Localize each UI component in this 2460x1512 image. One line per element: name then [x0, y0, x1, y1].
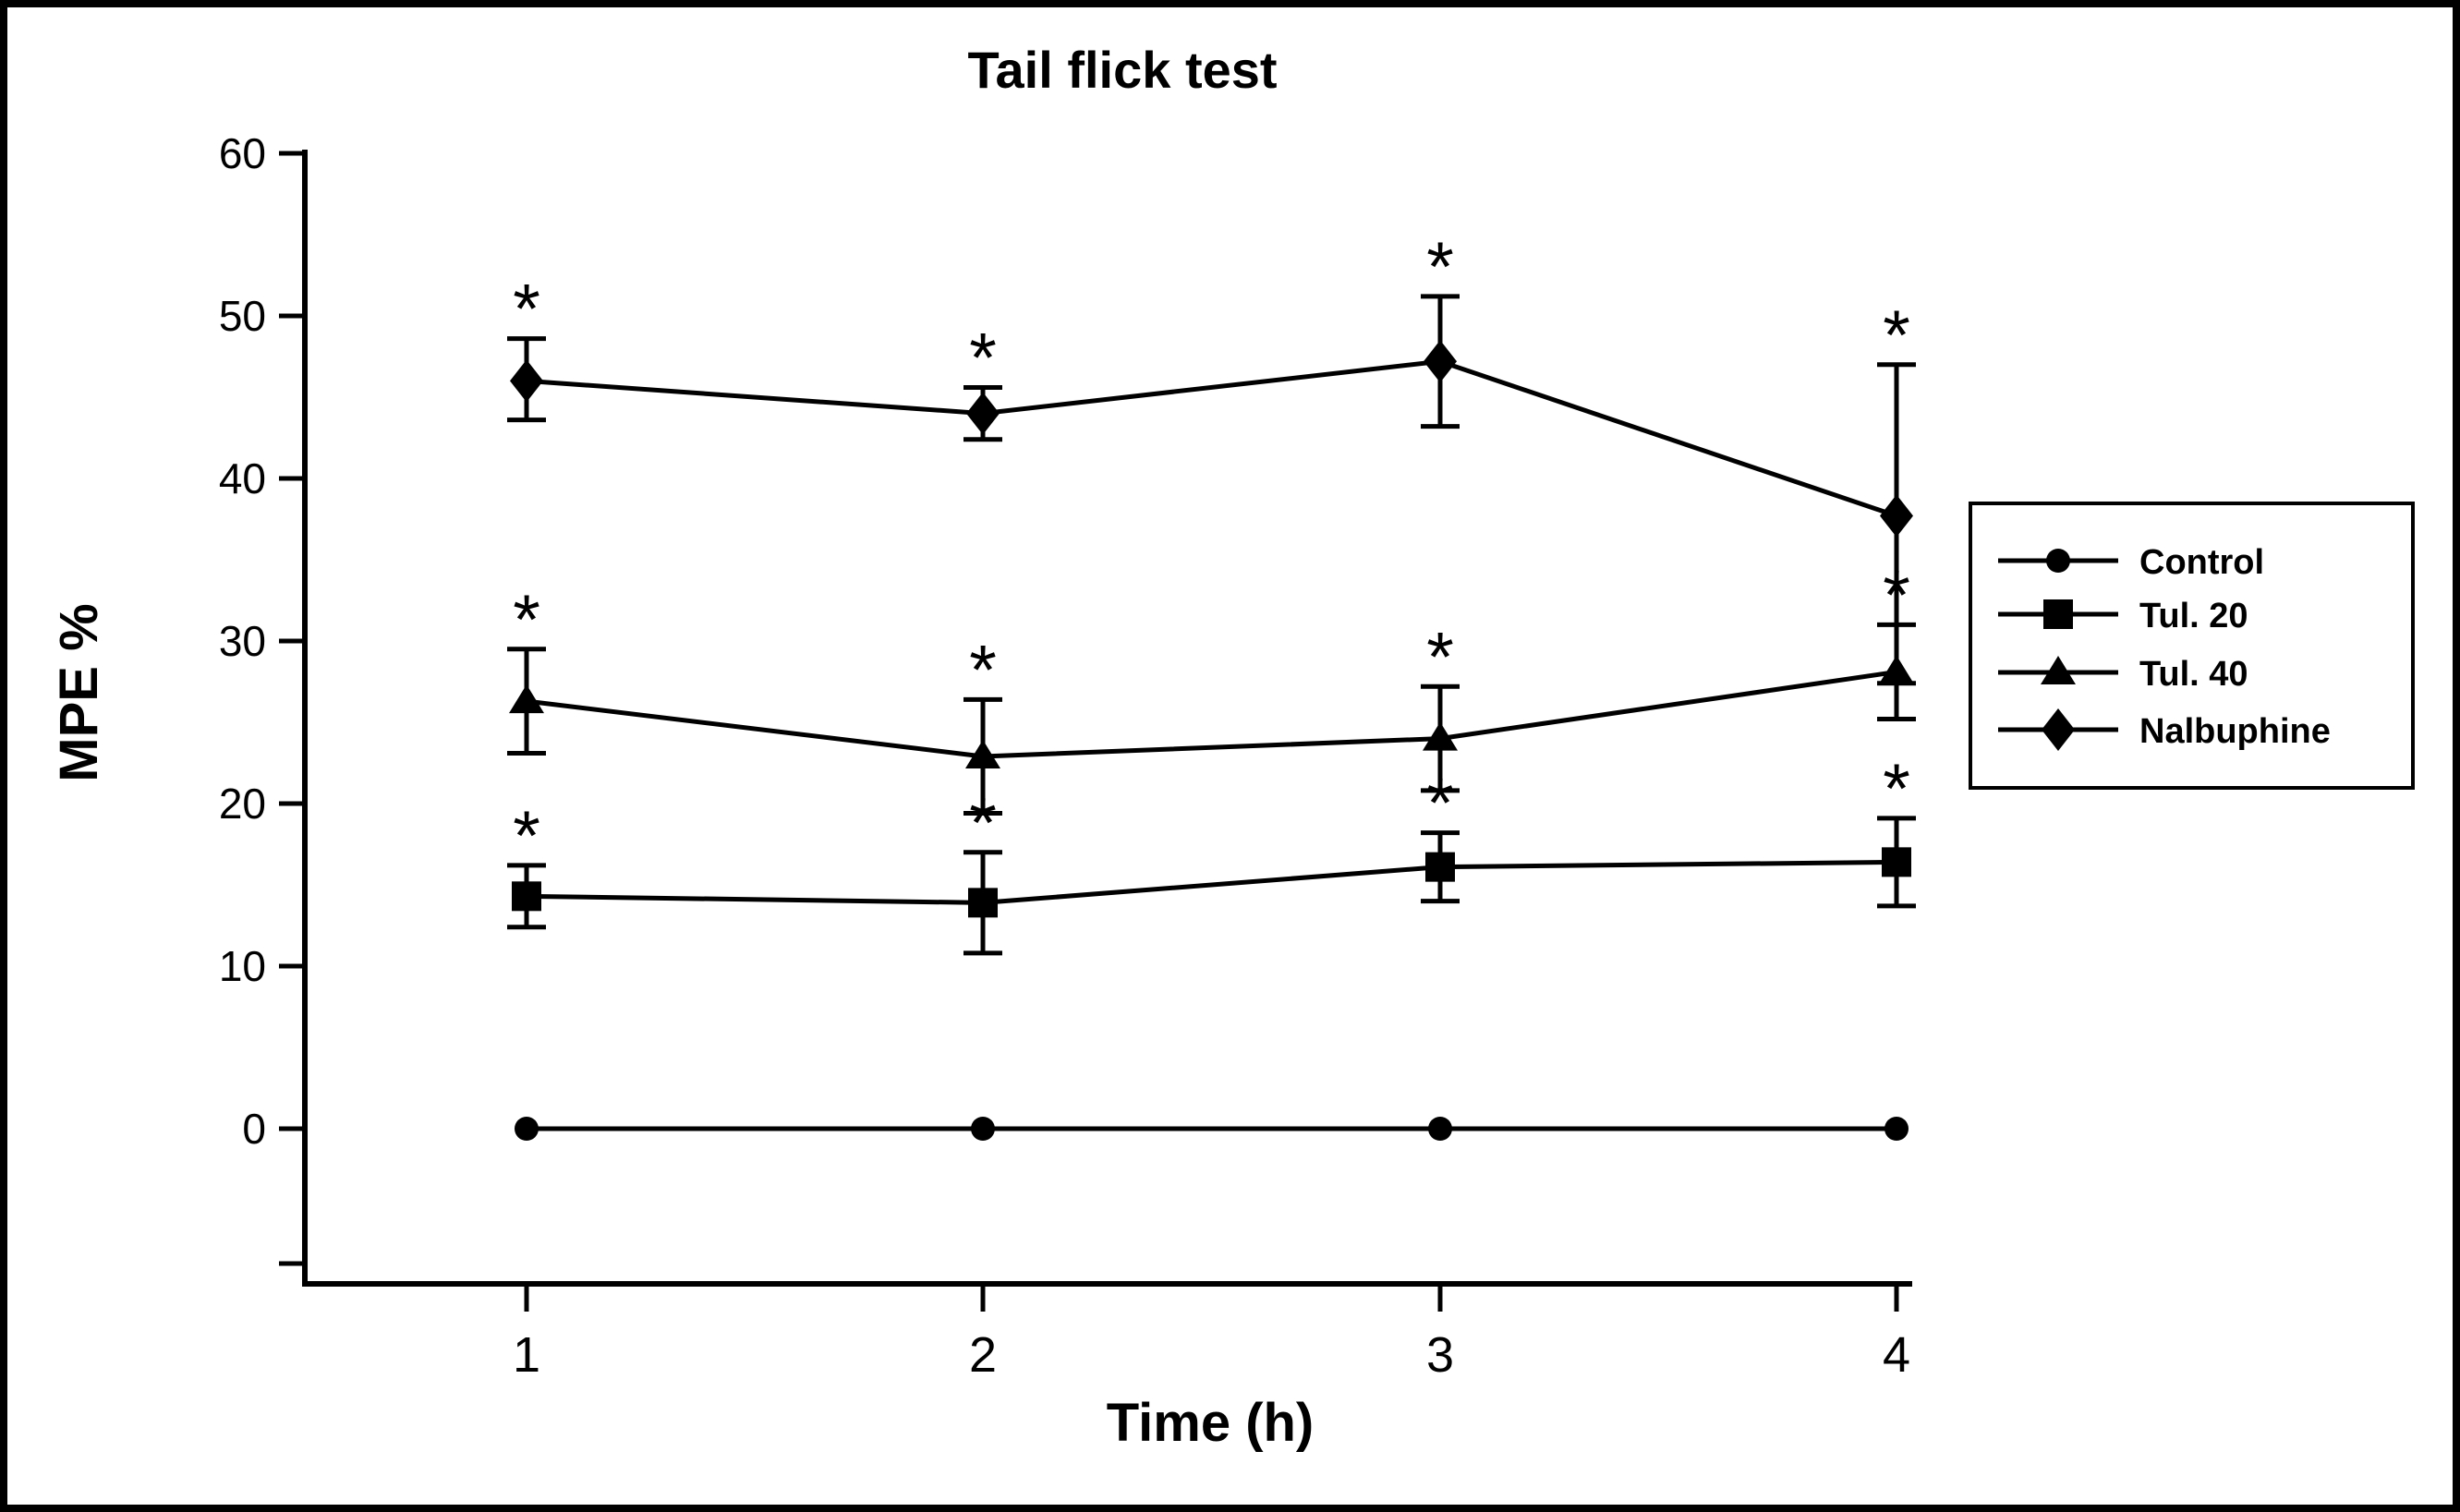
series-nalbuphine-marker-t1 [510, 359, 543, 403]
series-tul-40-marker-t3 [1423, 721, 1458, 751]
x-tick-label-1: 1 [513, 1327, 540, 1383]
significance-asterisk-nalbuphine-t2: * [969, 319, 997, 397]
significance-asterisk-tul-20-t4: * [1883, 750, 1910, 829]
significance-asterisk-nalbuphine-t3: * [1426, 228, 1454, 307]
y-tick-label-60: 60 [219, 129, 266, 177]
y-tick-label-0: 0 [242, 1105, 266, 1153]
series-nalbuphine: * * * * [507, 228, 1916, 686]
series-tul-20-marker-t1 [512, 881, 541, 912]
significance-asterisk-tul-40-t3: * [1426, 618, 1454, 696]
legend-item-tul-40: Tul. 40 [1998, 655, 2248, 694]
legend-label-tul-40: Tul. 40 [2139, 655, 2248, 694]
series-nalbuphine-marker-t4 [1880, 494, 1913, 538]
chart-title: Tail flick test [967, 41, 1277, 99]
y-tick-label-40: 40 [219, 454, 266, 502]
series-tul-40-marker-t2 [965, 739, 1000, 768]
y-tick-label-50: 50 [219, 292, 266, 340]
series-control-marker-t3 [1428, 1117, 1452, 1141]
legend-item-tul-20: Tul. 20 [1998, 597, 2248, 635]
y-tick-label-10: 10 [219, 942, 266, 990]
x-tick-label-2: 2 [969, 1327, 997, 1383]
series-nalbuphine-marker-t3 [1424, 340, 1457, 383]
significance-asterisk-nalbuphine-t4: * [1883, 296, 1910, 375]
series-nalbuphine-line [526, 358, 1897, 518]
significance-asterisk-nalbuphine-t1: * [513, 271, 540, 349]
significance-asterisk-tul-40-t2: * [969, 631, 997, 709]
series-tul-20-marker-t3 [1425, 852, 1455, 882]
legend: Control Tul. 20 Tul. 40 Nalbuphine [1969, 502, 2415, 790]
legend-label-tul-20: Tul. 20 [2139, 597, 2248, 635]
legend-item-nalbuphine: Nalbuphine [1998, 708, 2331, 751]
series-tul-20-marker-t2 [968, 888, 998, 918]
legend-marker-circle [2046, 549, 2070, 573]
significance-asterisk-tul-20-t1: * [513, 797, 540, 876]
series-nalbuphine-marker-t2 [966, 392, 1000, 435]
significance-asterisk-tul-40-t1: * [513, 581, 540, 659]
series-tul-20: * * * * [507, 750, 1916, 956]
y-axis-label: MPE % [49, 603, 109, 781]
x-axis-label: Time (h) [1107, 1393, 1315, 1453]
legend-item-control: Control [1998, 543, 2264, 582]
series-tul-40-marker-t1 [509, 684, 544, 714]
x-tick-label-3: 3 [1426, 1327, 1454, 1383]
y-tick-label-30: 30 [219, 617, 266, 665]
legend-box [1969, 502, 2415, 790]
legend-label-control: Control [2139, 543, 2264, 582]
series-tul-40-line [526, 669, 1897, 759]
legend-marker-diamond [2042, 708, 2075, 751]
x-tick-label-4: 4 [1883, 1327, 1910, 1383]
legend-label-nalbuphine: Nalbuphine [2139, 712, 2331, 751]
series-control-marker-t2 [971, 1117, 995, 1141]
series-control [515, 1117, 1909, 1141]
series-tul-20-line [526, 859, 1897, 905]
y-tick-label-20: 20 [219, 780, 266, 828]
series-control-marker-t1 [515, 1117, 539, 1141]
legend-marker-triangle [2041, 656, 2076, 684]
series-tul-20-marker-t4 [1882, 847, 1911, 877]
series-control-marker-t4 [1884, 1117, 1909, 1141]
legend-marker-square [2043, 599, 2073, 629]
